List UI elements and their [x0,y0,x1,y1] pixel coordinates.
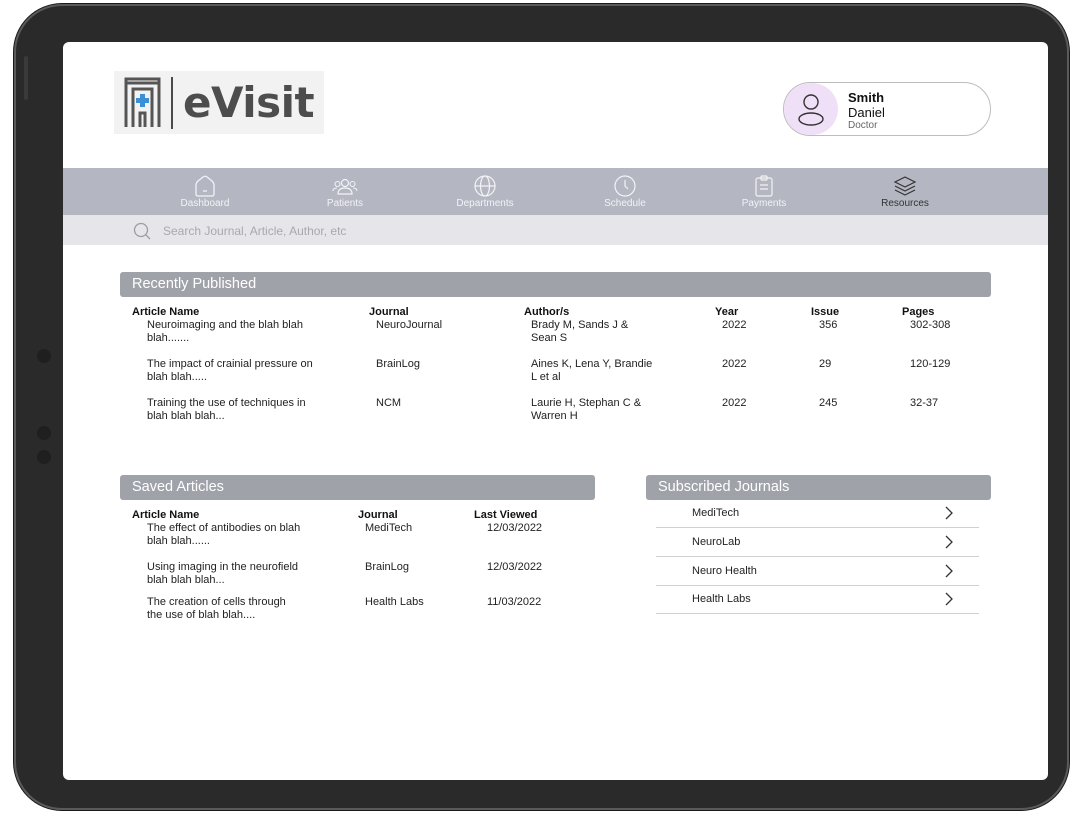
user-last-name: Smith [848,90,885,105]
journal-cell: MediTech [365,522,413,534]
pages-cell: 120-129 [910,358,951,370]
hospital-icon [124,77,161,127]
article-name-line: blah blah blah... [147,410,225,422]
journal-list-item-neurolab[interactable]: NeuroLab [656,528,979,557]
journal-list-item-health-labs[interactable]: Health Labs [656,585,979,614]
search-bar [63,215,1048,245]
nav-label: Payments [741,198,787,209]
clipboard-icon [755,175,773,197]
authors-line: Warren H [531,410,578,422]
clock-icon [614,175,636,197]
side-button [24,56,28,100]
journal-cell: Health Labs [365,596,424,608]
nav-payments[interactable]: Payments [709,168,819,215]
col-last-viewed: Last Viewed [474,509,538,521]
col-journal: Journal [369,306,409,318]
article-name-line: Training the use of techniques in [147,397,306,409]
article-name-line: the use of blah blah.... [147,609,256,621]
authors-line: L et al [531,371,561,383]
issue-cell: 245 [819,397,838,409]
chevron-right-icon [945,592,953,606]
user-profile-card[interactable]: Smith Daniel Doctor [783,82,991,136]
article-name-line: blah blah blah... [147,574,225,586]
chevron-right-icon [945,506,953,520]
last-viewed-cell: 12/03/2022 [487,522,543,534]
journal-cell: BrainLog [365,561,410,573]
col-authors: Author/s [524,306,570,318]
col-article-name: Article Name [132,509,200,521]
recently-published-header: Recently Published [120,272,991,297]
user-first-name: Daniel [848,105,885,120]
camera-dot [37,450,51,464]
pages-cell: 32-37 [910,397,939,409]
last-viewed-cell: 11/03/2022 [487,596,542,608]
journal-cell: NCM [376,397,402,409]
journal-name: Neuro Health [692,565,757,577]
nav-label: Departments [456,198,514,209]
authors-line: Laurie H, Stephan C & [531,397,642,409]
saved-articles-header: Saved Articles [120,475,595,500]
nav-label: Patients [326,198,364,209]
nav-label: Schedule [604,198,646,209]
col-year: Year [715,306,739,318]
camera-dot [37,426,51,440]
journal-cell: BrainLog [376,358,421,370]
journal-cell: NeuroJournal [376,319,443,331]
authors-line: Aines K, Lena Y, Brandie [531,358,653,370]
nav-label: Resources [881,198,929,209]
authors-line: Brady M, Sands J & [531,319,629,331]
article-name-line: Neuroimaging and the blah blah [147,319,303,331]
search-input[interactable] [161,220,665,242]
nav-dashboard[interactable]: Dashboard [150,168,260,215]
logo-divider [171,76,173,129]
journal-list-item-neuro-health[interactable]: Neuro Health [656,557,979,586]
col-issue: Issue [811,306,840,318]
nav-schedule[interactable]: Schedule [570,168,680,215]
article-name-line: The creation of cells through [147,596,286,608]
brand-name: eVisit [183,78,315,127]
journal-name: NeuroLab [692,536,741,548]
layers-icon [893,176,917,196]
issue-cell: 29 [819,358,832,370]
nav-resources[interactable]: Resources [850,168,960,215]
col-journal: Journal [358,509,398,521]
issue-cell: 356 [819,319,838,331]
journal-name: Health Labs [692,593,751,605]
article-name-line: blah....... [147,332,190,344]
journal-name: MediTech [692,507,740,519]
article-name-line: The impact of crainial pressure on [147,358,313,370]
camera-dot [37,349,51,363]
article-name-line: The effect of antibodies on blah [147,522,301,534]
col-pages: Pages [902,306,935,318]
year-cell: 2022 [722,358,747,370]
authors-line: Sean S [531,332,568,344]
home-icon [195,175,215,197]
nav-patients[interactable]: Patients [290,168,400,215]
article-name-line: blah blah...... [147,535,210,547]
year-cell: 2022 [722,397,747,409]
nav-label: Dashboard [180,198,230,209]
search-icon[interactable] [133,222,151,240]
main-nav: Dashboard Patients De [63,168,1048,215]
user-role: Doctor [848,120,878,131]
user-icon [798,94,824,126]
last-viewed-cell: 12/03/2022 [487,561,543,573]
app-screen: eVisit Smith Daniel Doctor Dashboard [63,42,1048,780]
article-name-line: blah blah..... [147,371,207,383]
subscribed-journals-header: Subscribed Journals [646,475,991,500]
year-cell: 2022 [722,319,747,331]
users-icon [332,178,358,195]
journal-list-item-meditech[interactable]: MediTech [656,499,979,528]
nav-departments[interactable]: Departments [430,168,540,215]
chevron-right-icon [945,535,953,549]
article-name-line: Using imaging in the neurofield [147,561,299,573]
avatar [784,83,838,135]
tablet-frame: eVisit Smith Daniel Doctor Dashboard [14,4,1069,810]
brand-logo[interactable]: eVisit [114,71,324,134]
chevron-right-icon [945,564,953,578]
pages-cell: 302-308 [910,319,951,331]
col-article-name: Article Name [132,306,200,318]
globe-icon [474,175,496,197]
